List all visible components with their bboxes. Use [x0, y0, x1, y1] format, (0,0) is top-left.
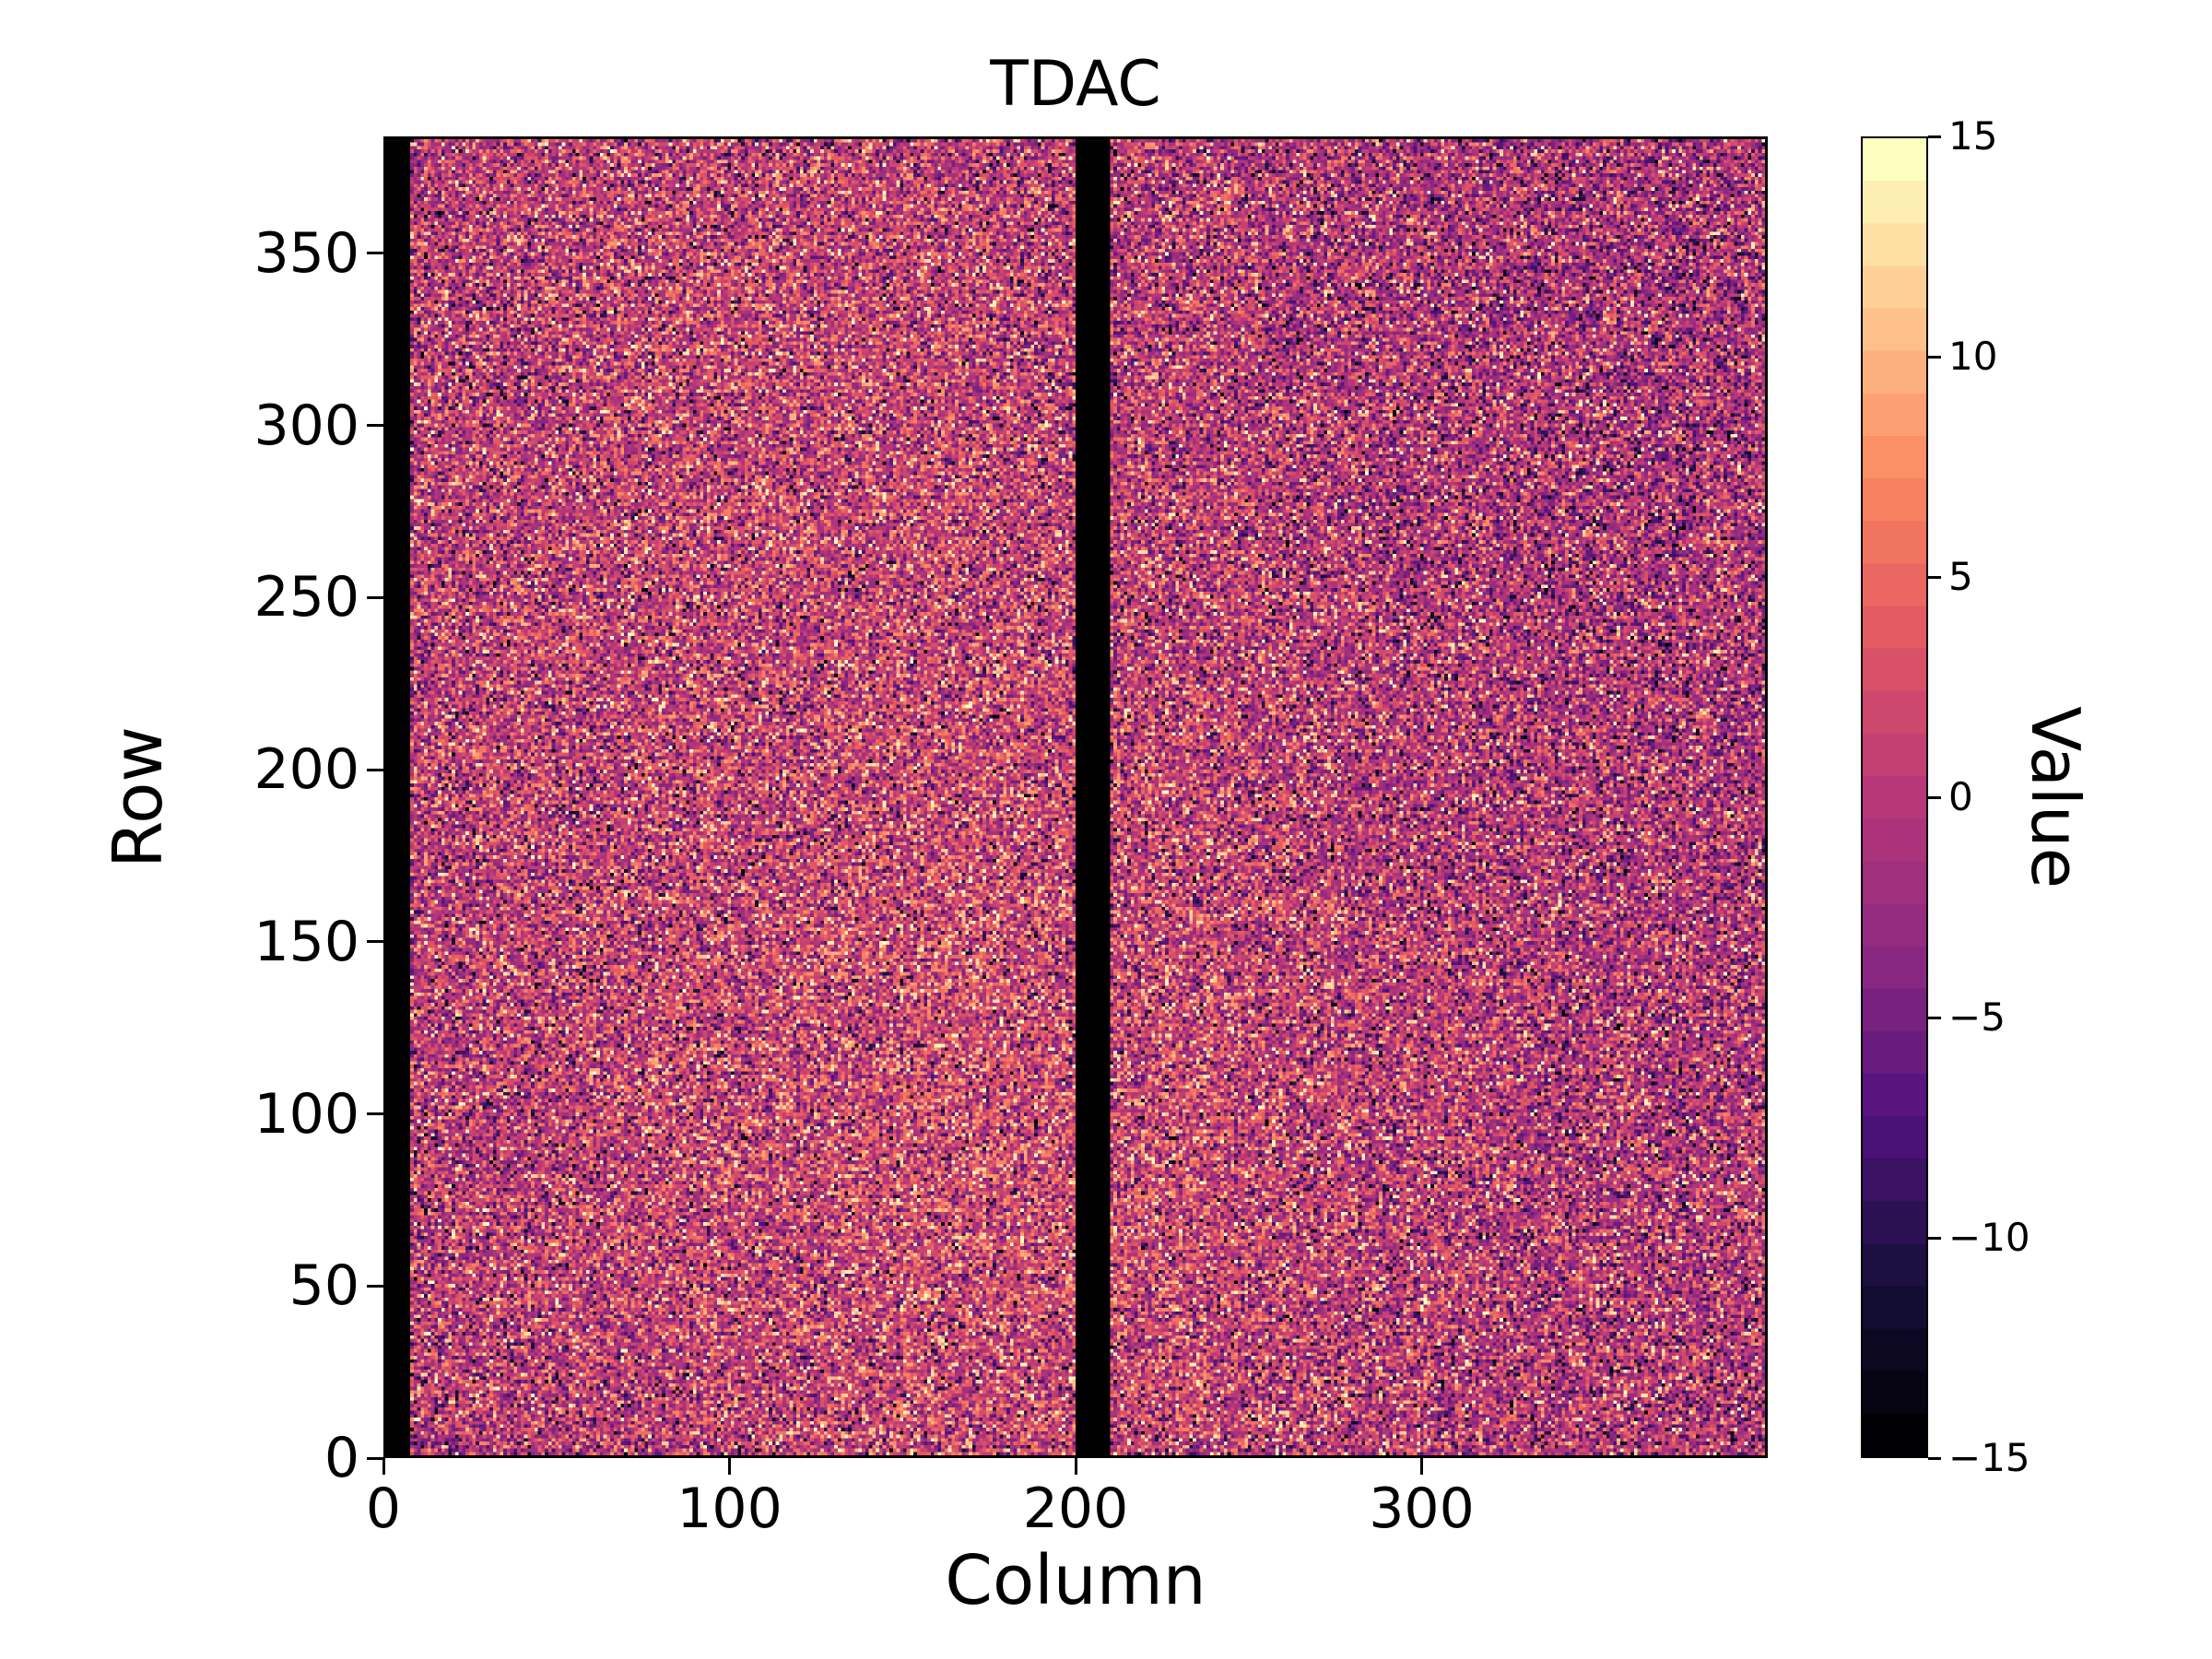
- y-tick-label: 250: [253, 565, 359, 630]
- x-tick-mark: [1420, 1458, 1423, 1475]
- x-tick-mark: [1074, 1458, 1077, 1475]
- colorbar-tick-mark: [1928, 355, 1941, 359]
- y-tick-mark: [367, 1284, 383, 1288]
- y-tick-label: 0: [324, 1426, 359, 1490]
- x-tick-mark: [728, 1458, 731, 1475]
- y-tick-label: 300: [253, 393, 359, 458]
- plot-area: [383, 136, 1768, 1458]
- colorbar-tick-label: 15: [1948, 113, 1998, 159]
- colorbar-tick-mark: [1928, 1236, 1941, 1240]
- heatmap-canvas: [386, 139, 1765, 1455]
- colorbar-tick-mark: [1928, 135, 1941, 138]
- colorbar-tick-mark: [1928, 1016, 1941, 1019]
- colorbar-canvas: [1863, 138, 1926, 1456]
- y-tick-mark: [367, 768, 383, 771]
- x-tick-label: 300: [1369, 1477, 1475, 1541]
- y-tick-label: 150: [253, 909, 359, 974]
- y-tick-label: 50: [288, 1253, 359, 1319]
- colorbar-tick-label: 10: [1948, 334, 1998, 379]
- y-tick-mark: [367, 1112, 383, 1116]
- colorbar-tick-label: −5: [1948, 994, 2006, 1040]
- colorbar-tick-mark: [1928, 575, 1941, 579]
- y-tick-label: 200: [253, 737, 359, 803]
- y-tick-mark: [367, 940, 383, 944]
- y-tick-label: 100: [253, 1081, 359, 1147]
- colorbar-tick-label: 0: [1948, 774, 1973, 819]
- x-tick-label: 200: [1022, 1477, 1129, 1541]
- y-tick-mark: [367, 424, 383, 428]
- x-tick-label: 100: [677, 1477, 782, 1541]
- colorbar-tick-label: −15: [1948, 1435, 2030, 1480]
- colorbar: [1861, 136, 1928, 1458]
- x-tick-mark: [382, 1458, 385, 1475]
- y-tick-mark: [367, 252, 383, 255]
- colorbar-tick-mark: [1928, 1456, 1941, 1460]
- colorbar-tick-label: −10: [1948, 1215, 2030, 1260]
- y-tick-mark: [367, 1456, 383, 1460]
- colorbar-tick-label: 5: [1948, 554, 1973, 599]
- colorbar-tick-mark: [1928, 795, 1941, 799]
- plot-title: TDAC: [990, 48, 1161, 121]
- x-axis-label: Column: [945, 1541, 1206, 1620]
- x-tick-label: 0: [365, 1477, 402, 1541]
- y-tick-mark: [367, 595, 383, 599]
- y-tick-label: 350: [253, 220, 359, 286]
